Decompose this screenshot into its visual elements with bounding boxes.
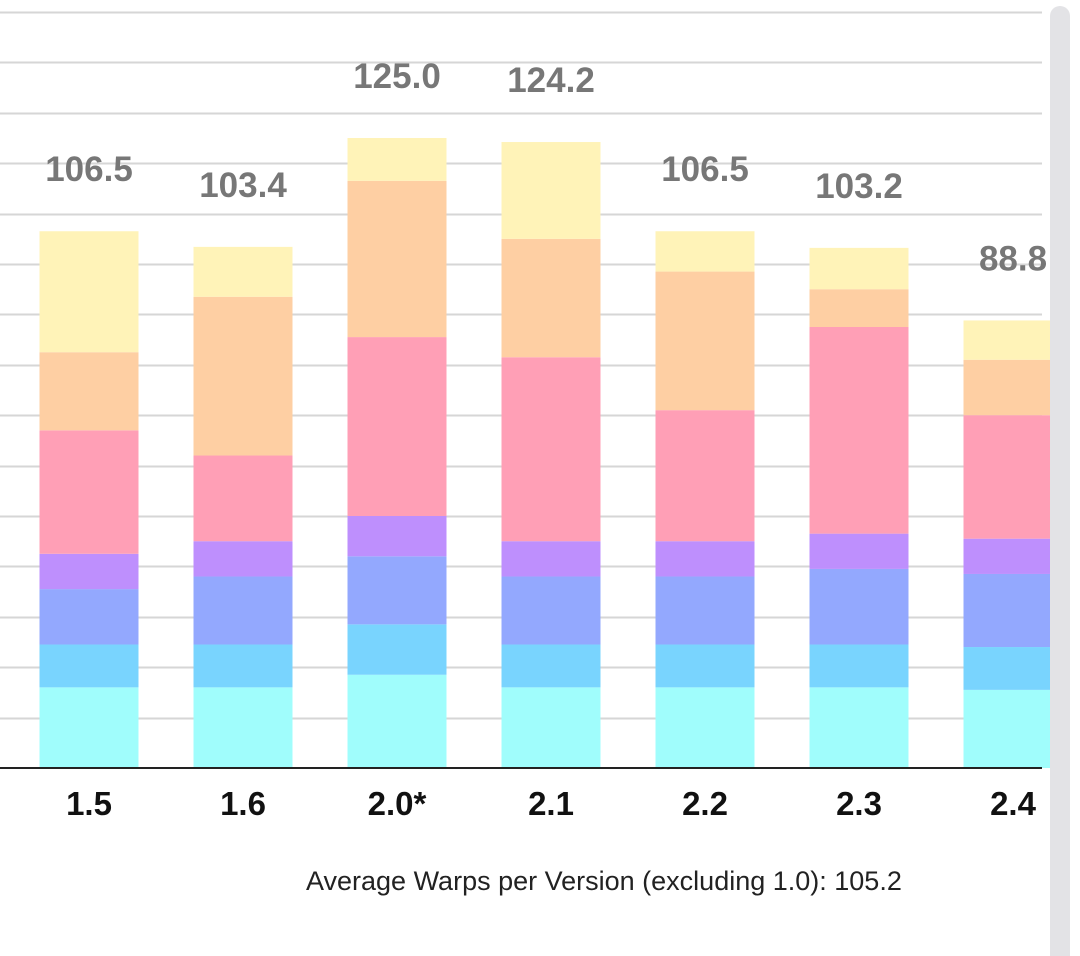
bar-segment [963,573,1063,648]
bar-segment [655,231,755,272]
bar-segment [655,410,755,542]
bar-segment [501,687,601,768]
average-warps-note: Average Warps per Version (excluding 1.0… [306,866,902,896]
bar-segment [501,142,601,239]
bar-segment [39,430,139,554]
scrollbar[interactable] [1050,6,1070,956]
category-label: 2.0* [368,785,427,822]
category-label: 2.3 [836,785,882,822]
bar-segment [193,644,293,688]
total-label: 103.2 [815,167,903,206]
bar-segment [809,327,909,534]
bar-segment [347,516,447,557]
bar-segment [193,541,293,577]
bar-segment [347,138,447,181]
bar-segment [193,246,293,297]
bar-segment [347,624,447,675]
bar-segment [193,576,293,645]
bar-segment [39,644,139,688]
total-label: 125.0 [353,57,441,96]
total-label: 124.2 [507,61,595,100]
bar-segment [501,576,601,645]
bar-segment [39,352,139,431]
bar-segment [809,533,909,569]
category-label: 2.4 [990,785,1037,822]
bar-segment [655,541,755,577]
bar-segment [809,687,909,768]
bar-segment [501,644,601,688]
bar-segment [963,689,1063,768]
total-label: 103.4 [199,166,287,205]
bar-segment [39,553,139,590]
bar-segment [963,647,1063,690]
bar-segment [501,238,601,358]
total-label: 106.5 [661,150,749,189]
bar-segment [347,337,447,516]
bar-segment [39,687,139,768]
bar-segment [347,556,447,625]
bar-segment [193,687,293,768]
bar-segment [809,644,909,688]
bar-segment [963,320,1063,360]
bar-segment [963,538,1063,574]
bar-segment [809,568,909,645]
category-label: 1.6 [220,785,266,822]
bar-segment [193,296,293,456]
bar-segment [963,359,1063,416]
total-label: 106.5 [45,150,133,189]
bar-segment [193,455,293,542]
bar-segment [39,589,139,645]
category-label: 1.5 [66,785,112,822]
bar-segment [809,289,909,327]
total-label: 88.8 [979,239,1047,278]
bar-segment [809,247,909,290]
bar-segment [655,271,755,411]
bar-segment [347,674,447,768]
bar-segment [655,576,755,645]
category-label: 2.1 [528,785,574,822]
bar-segment [501,357,601,542]
bar-segment [655,644,755,688]
bar-segment [963,415,1063,539]
bar-segment [39,231,139,353]
bar-segment [501,541,601,577]
bar-segment [655,687,755,768]
category-label: 2.2 [682,785,728,822]
bar-segment [347,180,447,338]
